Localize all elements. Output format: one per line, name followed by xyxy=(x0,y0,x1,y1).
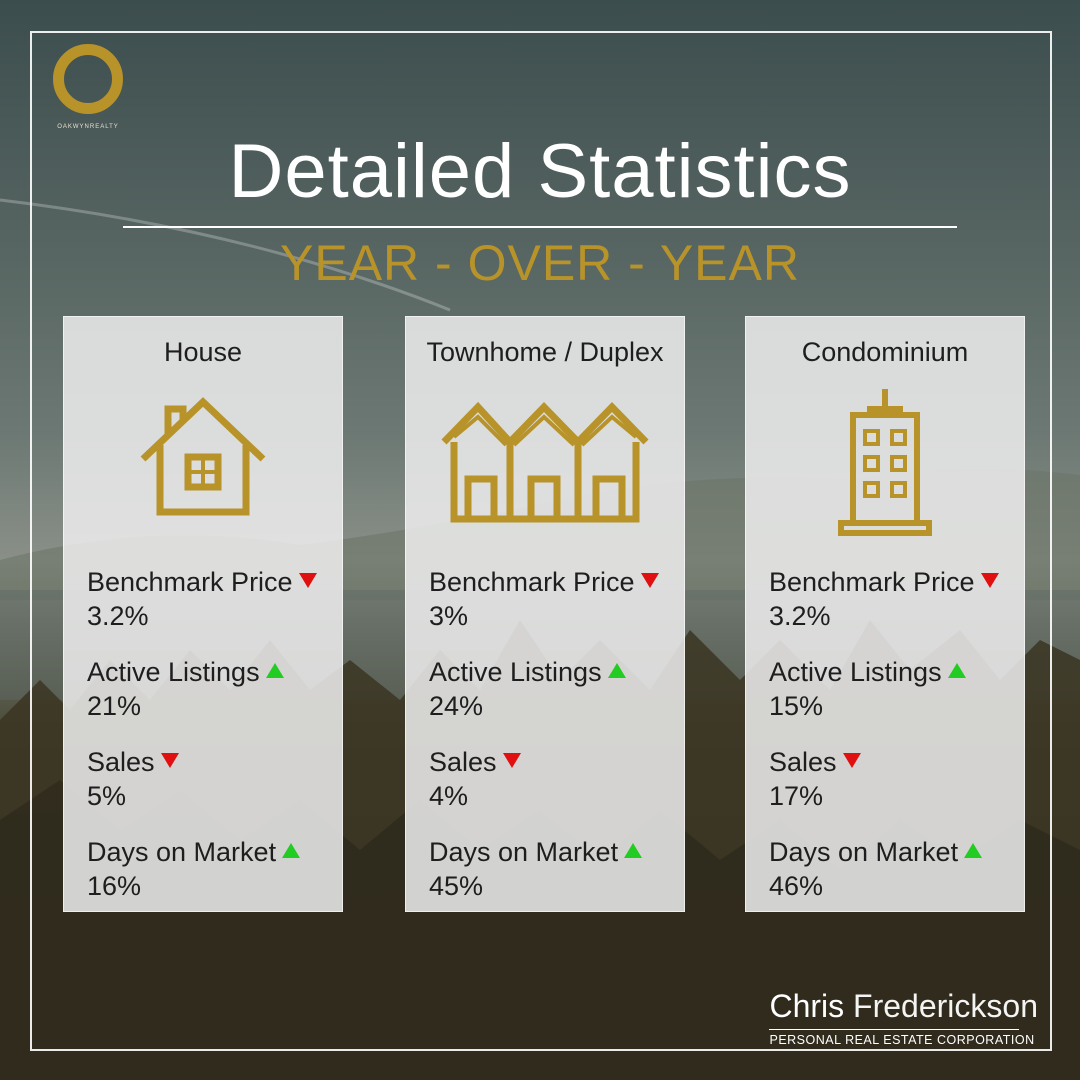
card-title: Townhome / Duplex xyxy=(426,337,664,367)
stat-active-listings: Active Listings 15% xyxy=(769,655,1019,745)
stat-label: Sales xyxy=(429,747,497,777)
trend-up-icon xyxy=(282,843,301,859)
stat-active-listings: Active Listings 21% xyxy=(87,655,337,745)
card-condominium: Condominium Benchmark Price 3.2% Active … xyxy=(745,316,1025,912)
card-title: Condominium xyxy=(801,337,969,367)
stat-label: Days on Market xyxy=(769,837,959,867)
stat-value: 21% xyxy=(87,691,142,721)
stat-days-on-market: Days on Market 16% xyxy=(87,835,337,925)
agent-signature: Chris Frederickson PERSONAL REAL ESTATE … xyxy=(769,988,1038,1047)
condominium-icon xyxy=(838,389,932,536)
townhome-icon xyxy=(441,401,649,523)
stat-label: Benchmark Price xyxy=(87,567,293,597)
stat-benchmark-price: Benchmark Price 3.2% xyxy=(769,565,1019,655)
stat-label: Active Listings xyxy=(429,657,602,687)
trend-down-icon xyxy=(502,753,521,769)
stat-label: Days on Market xyxy=(429,837,619,867)
stat-value: 16% xyxy=(87,871,142,901)
signature-divider xyxy=(769,1029,1020,1030)
stat-value: 5% xyxy=(87,781,127,811)
outer-frame xyxy=(30,31,1052,1051)
stat-active-listings: Active Listings 24% xyxy=(429,655,679,745)
page-title: Detailed Statistics xyxy=(228,129,852,214)
trend-up-icon xyxy=(265,663,284,679)
agent-tagline: PERSONAL REAL ESTATE CORPORATION xyxy=(769,1033,1035,1047)
card-townhome: Townhome / Duplex Benchmark Price 3% Act… xyxy=(405,316,685,912)
stat-value: 24% xyxy=(429,691,484,721)
stat-sales: Sales 4% xyxy=(429,745,679,835)
stat-value: 45% xyxy=(429,871,484,901)
house-icon xyxy=(140,397,266,516)
logo-ring-icon xyxy=(53,44,123,114)
stat-days-on-market: Days on Market 45% xyxy=(429,835,679,925)
stat-label: Days on Market xyxy=(87,837,277,867)
stat-benchmark-price: Benchmark Price 3% xyxy=(429,565,679,655)
title-divider xyxy=(123,226,957,228)
stat-value: 4% xyxy=(429,781,469,811)
stat-days-on-market: Days on Market 46% xyxy=(769,835,1019,925)
stat-benchmark-price: Benchmark Price 3.2% xyxy=(87,565,337,655)
stat-label: Sales xyxy=(769,747,837,777)
trend-up-icon xyxy=(947,663,966,679)
trend-down-icon xyxy=(842,753,861,769)
card-title: House xyxy=(163,337,243,367)
stat-label: Active Listings xyxy=(769,657,942,687)
trend-down-icon xyxy=(160,753,179,769)
stat-value: 46% xyxy=(769,871,824,901)
trend-down-icon xyxy=(980,573,999,589)
stat-value: 17% xyxy=(769,781,824,811)
stat-label: Benchmark Price xyxy=(429,567,635,597)
stat-sales: Sales 5% xyxy=(87,745,337,835)
trend-down-icon xyxy=(640,573,659,589)
trend-up-icon xyxy=(607,663,626,679)
stat-value: 3.2% xyxy=(769,601,831,631)
stat-value: 3.2% xyxy=(87,601,149,631)
trend-up-icon xyxy=(624,843,643,859)
stat-label: Active Listings xyxy=(87,657,260,687)
trend-up-icon xyxy=(964,843,983,859)
stat-label: Benchmark Price xyxy=(769,567,975,597)
stat-label: Sales xyxy=(87,747,155,777)
stat-value: 15% xyxy=(769,691,824,721)
agent-last-name: Frederickson xyxy=(853,988,1038,1024)
trend-down-icon xyxy=(298,573,317,589)
card-house: House Benchmark Price 3.2% Active Listin… xyxy=(63,316,343,912)
page-subtitle: YEAR - OVER - YEAR xyxy=(280,235,800,291)
stat-value: 3% xyxy=(429,601,469,631)
oakwyn-logo: OAKWYNREALTY xyxy=(52,44,124,130)
logo-text: OAKWYNREALTY xyxy=(57,124,119,130)
stat-sales: Sales 17% xyxy=(769,745,1019,835)
agent-first-name: Chris xyxy=(769,988,845,1024)
